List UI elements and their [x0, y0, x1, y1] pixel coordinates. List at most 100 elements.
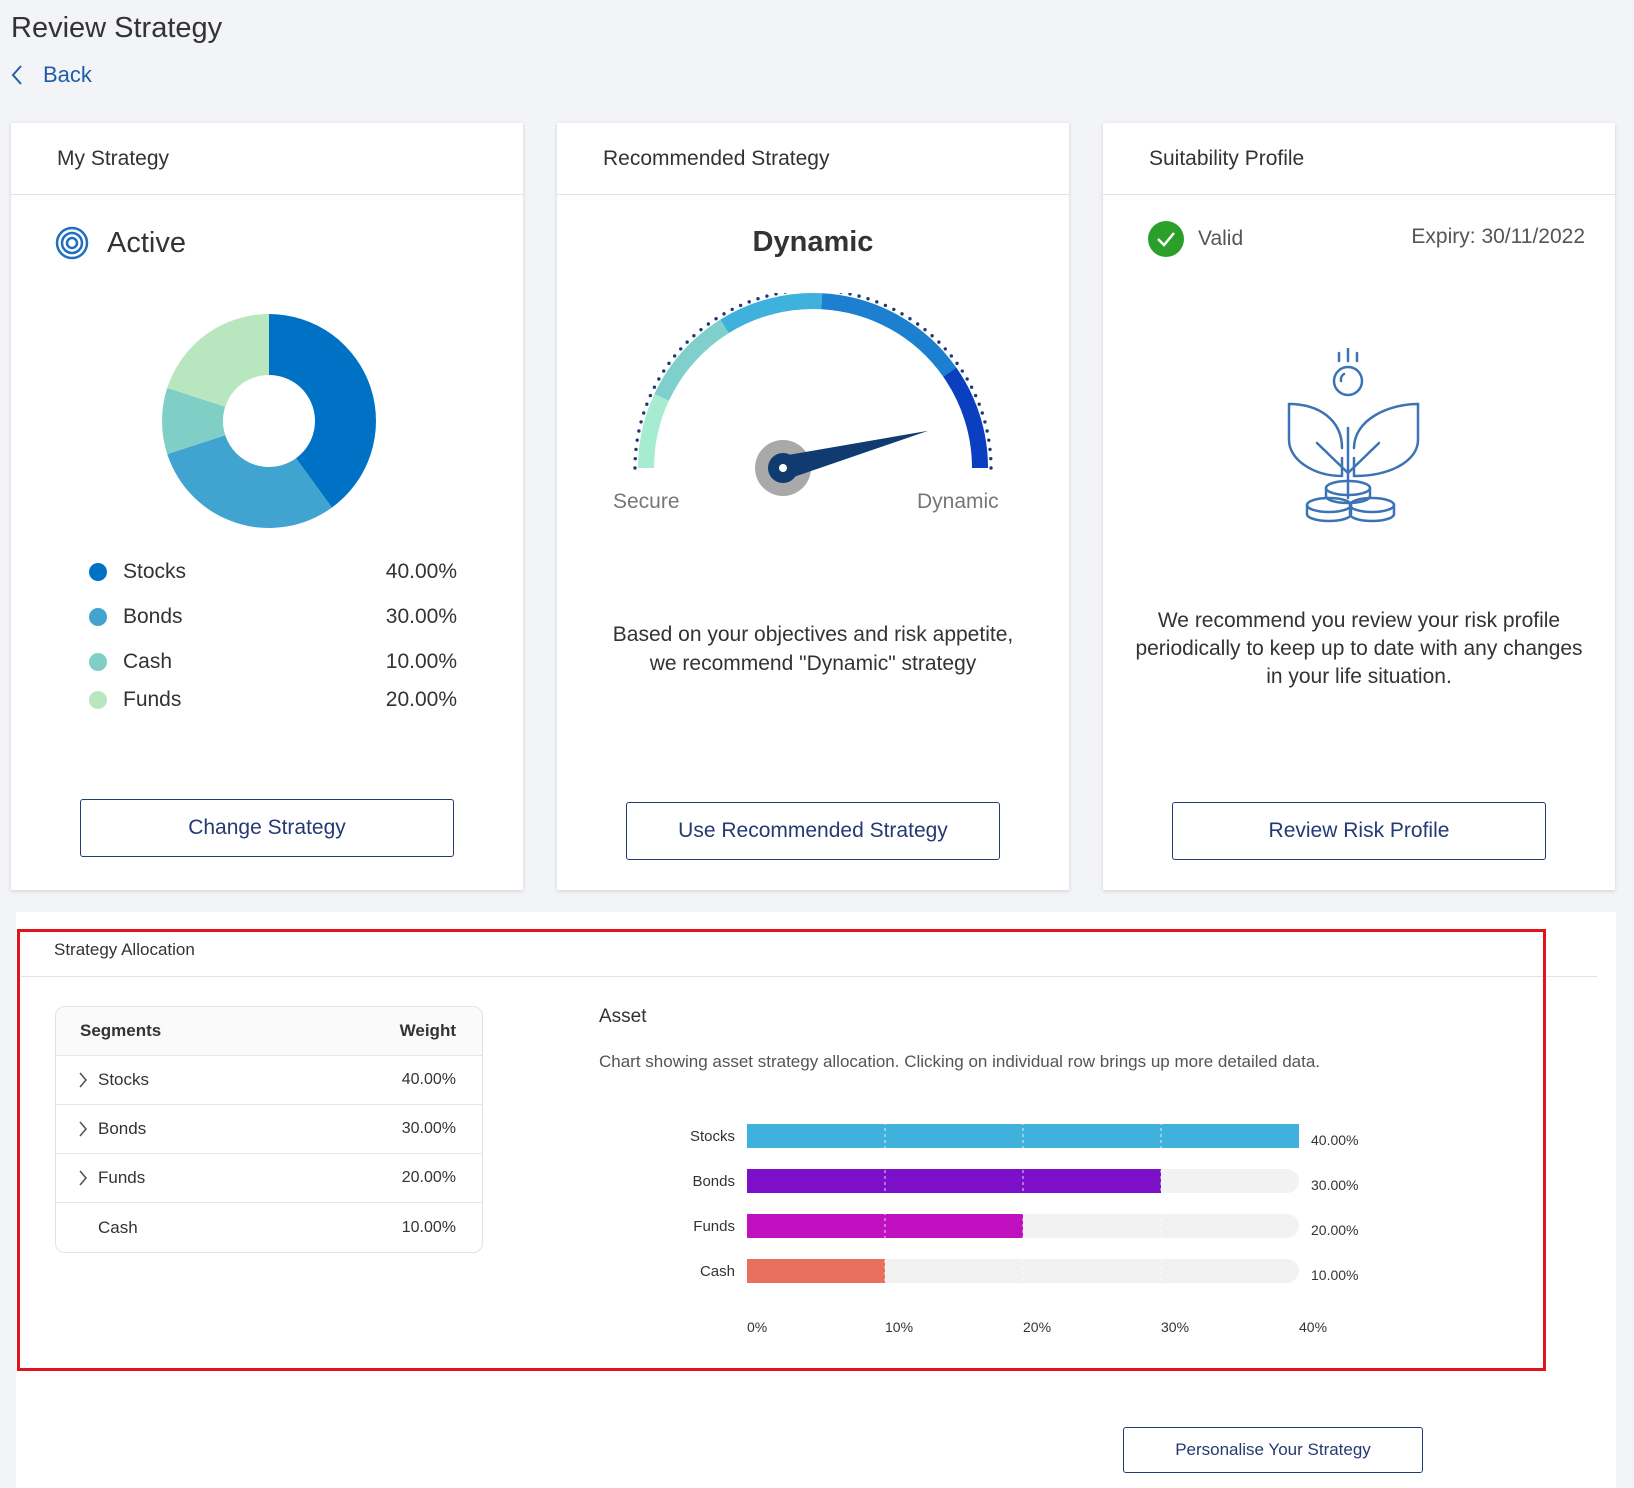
- page-title: Review Strategy: [11, 12, 223, 44]
- legend-dot: [89, 563, 107, 581]
- segment-weight: 40.00%: [401, 1071, 456, 1088]
- gauge-tick: [679, 347, 683, 351]
- segment-weight: 20.00%: [401, 1169, 456, 1186]
- legend-value: 10.00%: [385, 650, 457, 673]
- plant-coins-icon: [1287, 348, 1420, 523]
- bar-category-label: Funds: [693, 1218, 735, 1235]
- gauge-tick: [714, 317, 718, 321]
- gauge-tick: [652, 385, 657, 389]
- gauge-tick: [747, 300, 751, 304]
- legend-item-funds: Funds 20.00%: [89, 688, 457, 712]
- x-tick-label: 30%: [1161, 1319, 1189, 1335]
- gauge-tick: [980, 411, 984, 415]
- table-row-stocks[interactable]: Stocks 40.00%: [56, 1056, 482, 1105]
- gauge-tick: [639, 420, 643, 424]
- table-row-cash[interactable]: Cash 10.00%: [56, 1203, 482, 1252]
- gauge-band: [943, 367, 988, 469]
- gauge-tick: [923, 327, 927, 332]
- gauge-tick: [685, 340, 689, 344]
- personalise-strategy-button[interactable]: Personalise Your Strategy: [1123, 1427, 1423, 1473]
- asset-title: Asset: [599, 1006, 647, 1027]
- bar-value-label: 30.00%: [1311, 1177, 1358, 1193]
- gauge-tick: [645, 402, 649, 406]
- gauge-tick: [930, 334, 934, 338]
- table-header-row: Segments Weight: [56, 1007, 482, 1056]
- review-risk-profile-button[interactable]: Review Risk Profile: [1172, 802, 1546, 860]
- gauge-tick: [983, 420, 987, 424]
- x-tick-label: 40%: [1299, 1319, 1327, 1335]
- suitability-profile-card: Suitability Profile Valid Expiry: 30/11/…: [1103, 123, 1615, 890]
- legend-label: Funds: [123, 688, 182, 711]
- pie-slice-stocks: [269, 314, 376, 508]
- my-strategy-header: My Strategy: [11, 123, 523, 195]
- strategy-status: Active: [55, 226, 186, 260]
- chevron-left-icon: [11, 65, 22, 85]
- gauge-tick: [977, 402, 981, 406]
- strategy-allocation-title: Strategy Allocation: [54, 940, 195, 959]
- legend-label: Cash: [123, 650, 173, 673]
- legend-dot: [89, 608, 107, 626]
- segment-name: Funds: [98, 1168, 146, 1187]
- gauge-tick: [973, 393, 978, 398]
- expiry-value: 30/11/2022: [1481, 225, 1585, 248]
- recommended-description: Based on your objectives and risk appeti…: [577, 620, 1049, 678]
- suitability-description-line: in your life situation.: [1266, 665, 1452, 688]
- gauge-tick: [908, 317, 912, 321]
- pie-slice-cash: [162, 387, 226, 455]
- suitability-profile-header: Suitability Profile: [1103, 123, 1615, 195]
- x-tick-label: 0%: [747, 1319, 767, 1335]
- gauge-tick: [900, 312, 904, 316]
- risk-gauge: Secure Dynamic: [613, 293, 999, 513]
- valid-status-text: Valid: [1198, 227, 1244, 250]
- gauge-tick: [969, 385, 974, 389]
- legend-value: 20.00%: [385, 688, 457, 711]
- back-link[interactable]: Back: [11, 62, 92, 88]
- segment-weight: 10.00%: [401, 1218, 456, 1236]
- bar-category-label: Cash: [700, 1263, 735, 1280]
- column-header-weight: Weight: [399, 1021, 456, 1040]
- gauge-tick: [783, 293, 787, 294]
- gauge-tick: [883, 303, 888, 308]
- chevron-right-icon[interactable]: [78, 1071, 98, 1089]
- gauge-tick: [667, 361, 671, 366]
- use-recommended-strategy-button[interactable]: Use Recommended Strategy: [626, 802, 1000, 860]
- segments-table: Segments Weight Stocks 40.00% Bonds 30.0…: [55, 1006, 483, 1253]
- gauge-tick: [774, 293, 778, 296]
- gauge-hub-dot: [779, 464, 787, 472]
- bar-cash[interactable]: [747, 1259, 885, 1283]
- column-header-segments: Segments: [80, 1021, 162, 1040]
- gauge-tick: [988, 447, 992, 452]
- bar-value-label: 10.00%: [1311, 1267, 1358, 1283]
- bar-value-label: 20.00%: [1311, 1222, 1358, 1238]
- gauge-tick: [756, 297, 760, 301]
- gauge-band: [654, 319, 729, 401]
- status-text: Active: [107, 226, 186, 259]
- legend-dot: [89, 691, 107, 709]
- asset-allocation-bar-chart: Stocks 40.00% Bonds 30.00% Funds 20.00% Cash 10…: [690, 1116, 1358, 1335]
- gauge-tick: [989, 466, 993, 470]
- suitability-description: We recommend you review your risk profil…: [1123, 607, 1595, 691]
- gauge-tick: [937, 340, 941, 344]
- recommended-description-line: we recommend "Dynamic" strategy: [649, 652, 977, 675]
- suitability-status: Valid: [1148, 221, 1243, 257]
- bar-bonds[interactable]: [747, 1169, 1161, 1193]
- gauge-tick: [672, 354, 677, 358]
- recommended-strategy-name: Dynamic: [752, 226, 874, 258]
- legend-item-bonds: Bonds 30.00%: [89, 605, 457, 629]
- gauge-band: [821, 293, 957, 377]
- expiry-date: Expiry: 30/11/2022: [1411, 225, 1585, 249]
- chevron-right-icon[interactable]: [78, 1169, 98, 1187]
- gauge-tick: [960, 369, 964, 373]
- gauge-tick: [875, 300, 879, 304]
- table-row-bonds[interactable]: Bonds 30.00%: [56, 1105, 482, 1154]
- legend-label: Bonds: [123, 605, 183, 628]
- table-row-funds[interactable]: Funds 20.00%: [56, 1154, 482, 1203]
- gauge-tick: [633, 456, 637, 461]
- change-strategy-button[interactable]: Change Strategy: [80, 799, 454, 857]
- pie-slice-funds: [167, 314, 269, 407]
- chevron-right-icon[interactable]: [78, 1120, 98, 1138]
- gauge-tick: [987, 438, 991, 442]
- allocation-donut-chart: [162, 314, 376, 528]
- legend-item-stocks: Stocks 40.00%: [89, 560, 457, 584]
- recommended-description-line: Based on your objectives and risk appeti…: [612, 623, 1014, 646]
